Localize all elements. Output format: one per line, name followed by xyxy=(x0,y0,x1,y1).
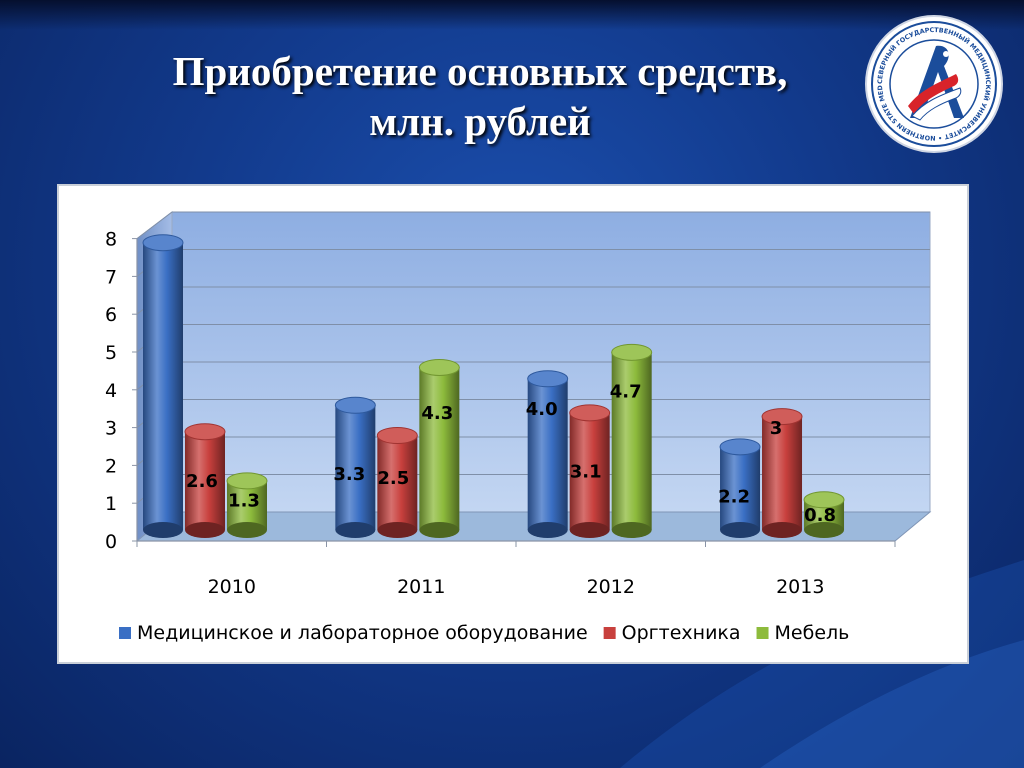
bar-base xyxy=(143,522,183,538)
data-label: 3.1 xyxy=(570,461,602,482)
y-tick-label: 8 xyxy=(105,229,117,251)
bar-body xyxy=(419,367,460,530)
x-tick-label: 2010 xyxy=(208,576,256,598)
bar-base xyxy=(720,522,761,538)
bar-body xyxy=(143,242,183,530)
data-label: 1.3 xyxy=(228,491,260,512)
slide-title-line1: Приобретение основных средств, xyxy=(172,48,788,94)
bar-top xyxy=(527,370,569,388)
legend-swatch xyxy=(603,627,616,639)
data-label: 2.6 xyxy=(186,471,218,492)
bar-top xyxy=(334,396,376,414)
bar-body xyxy=(527,378,568,530)
bar-chart: 01234567820102011201220137.62.61.33.32.5… xyxy=(105,210,932,644)
bar-base xyxy=(335,522,376,538)
slide-title: Приобретение основных средств, млн. рубл… xyxy=(100,46,860,146)
bar-body xyxy=(720,446,761,530)
y-tick-label: 5 xyxy=(105,342,117,364)
data-label: 0.8 xyxy=(804,505,836,526)
legend-label: Медицинское и лабораторное оборудование xyxy=(137,622,588,644)
bar-top xyxy=(611,343,653,361)
bar-top xyxy=(569,404,611,422)
bar-base xyxy=(227,522,267,538)
bar-base xyxy=(527,522,568,538)
bar-body xyxy=(335,405,376,530)
data-label: 2.2 xyxy=(718,487,750,508)
legend-swatch xyxy=(119,627,131,639)
bar-base xyxy=(611,522,652,538)
bar-top xyxy=(142,234,184,252)
legend-label: Мебель xyxy=(775,622,850,644)
data-label: 4.3 xyxy=(421,403,453,424)
y-tick-label: 6 xyxy=(105,304,117,326)
data-label: 4.0 xyxy=(526,399,558,420)
y-tick-label: 4 xyxy=(105,380,117,402)
bar-base xyxy=(185,522,225,538)
bar-top xyxy=(803,491,845,509)
x-tick-label: 2012 xyxy=(587,576,635,598)
gridline-side xyxy=(136,211,173,239)
y-tick-label: 2 xyxy=(105,455,117,477)
bar-base xyxy=(377,522,418,538)
bar-top xyxy=(226,472,268,490)
data-label: 2.5 xyxy=(377,468,409,489)
bar-base xyxy=(419,522,460,538)
y-tick-label: 3 xyxy=(105,418,117,440)
x-tick-label: 2011 xyxy=(397,576,445,598)
bar-top xyxy=(184,423,226,441)
top-dark-band xyxy=(0,0,1024,30)
y-tick-label: 0 xyxy=(105,531,117,553)
legend-swatch xyxy=(756,627,769,639)
y-tick-label: 1 xyxy=(105,493,117,515)
data-label: 3.3 xyxy=(333,464,365,485)
bar-body xyxy=(185,431,225,530)
bar-body xyxy=(611,352,652,530)
bar-base xyxy=(569,522,610,538)
bar-top xyxy=(376,427,418,444)
legend-label: Оргтехника xyxy=(622,622,741,644)
bar-top xyxy=(719,438,761,456)
data-label: 4.7 xyxy=(610,381,642,402)
y-tick-label: 7 xyxy=(105,266,117,288)
logo-emblem xyxy=(908,45,964,121)
bar-body xyxy=(762,416,803,530)
university-logo: СЕВЕРНЫЙ ГОСУДАРСТВЕННЫЙ МЕДИЦИНСКИЙ УНИ… xyxy=(864,14,1003,153)
data-label: 3 xyxy=(770,418,783,439)
bar-body xyxy=(377,435,418,530)
bar-base xyxy=(804,522,845,538)
bar-top xyxy=(418,358,460,376)
logo-inner-ring xyxy=(889,39,979,129)
logo-ring xyxy=(871,21,997,147)
bar-top xyxy=(761,408,803,426)
bar-base xyxy=(762,522,803,538)
x-tick-label: 2013 xyxy=(776,576,824,598)
bar-body xyxy=(569,412,610,530)
slide-title-line2: млн. рублей xyxy=(369,98,591,144)
chart-panel: 01234567820102011201220137.62.61.33.32.5… xyxy=(57,184,969,664)
logo-outer-circle xyxy=(865,15,1003,153)
